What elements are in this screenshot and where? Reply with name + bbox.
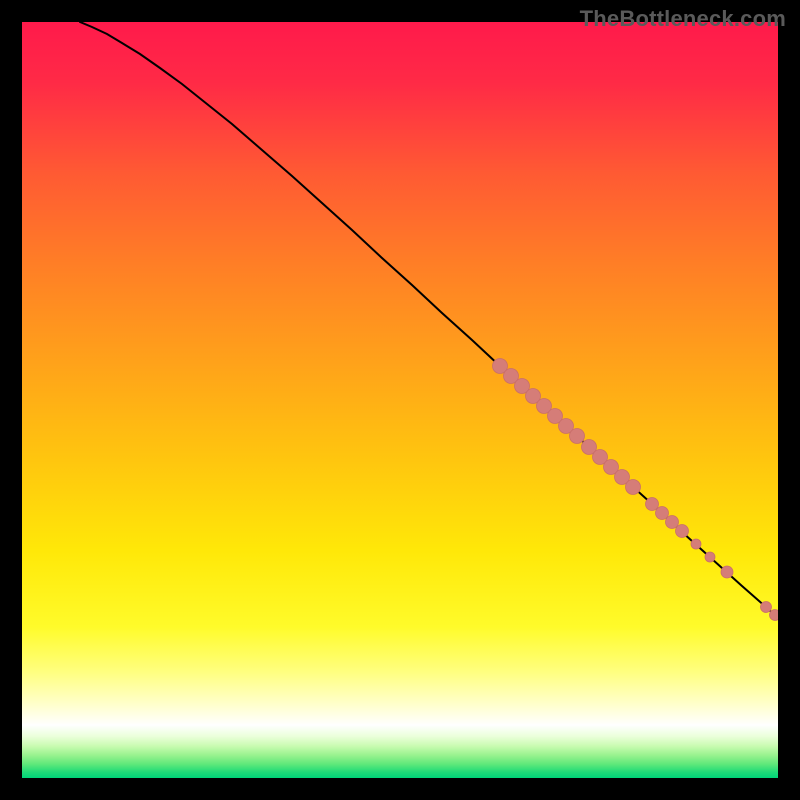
data-marker — [656, 507, 669, 520]
chart-svg — [22, 22, 778, 778]
data-marker — [721, 566, 733, 578]
data-marker — [646, 498, 659, 511]
gradient-background — [22, 22, 778, 778]
watermark-label: TheBottleneck.com — [580, 6, 786, 32]
data-marker — [676, 525, 689, 538]
plot-area — [22, 22, 778, 778]
data-marker — [691, 539, 701, 549]
data-marker — [570, 429, 585, 444]
chart-frame: TheBottleneck.com — [0, 0, 800, 800]
data-marker — [770, 610, 779, 621]
data-marker — [626, 480, 641, 495]
data-marker — [761, 602, 772, 613]
data-marker — [666, 516, 679, 529]
data-marker — [705, 552, 715, 562]
